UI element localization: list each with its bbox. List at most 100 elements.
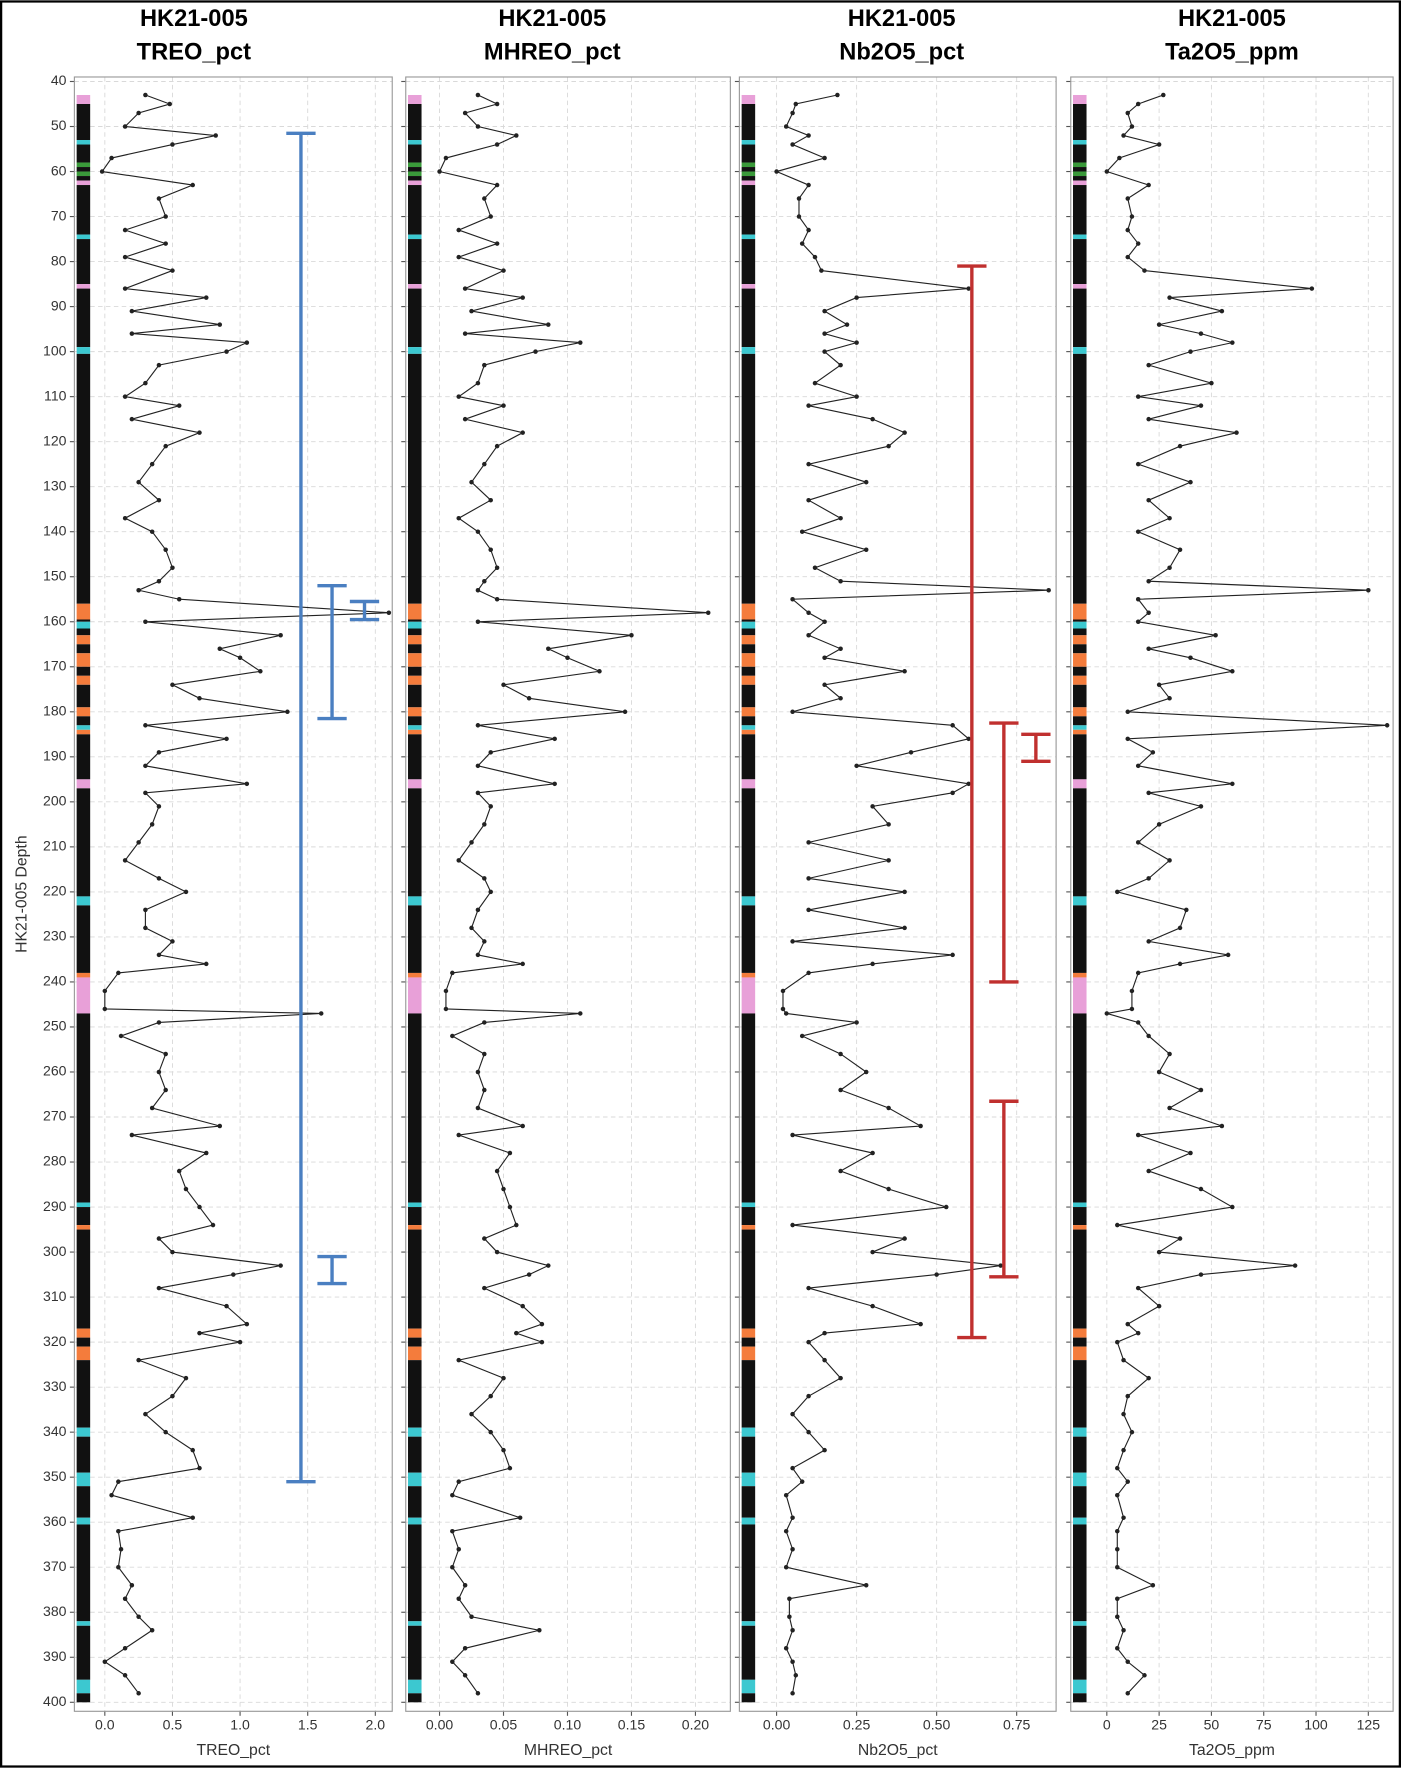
data-point: [456, 1132, 461, 1138]
data-point: [838, 362, 843, 368]
x-axis-label: Nb2O5_pct: [858, 1742, 938, 1759]
lithology-segment: [1073, 1229, 1087, 1329]
data-point: [156, 1069, 162, 1075]
lithology-segment: [1073, 176, 1087, 181]
data-point: [1146, 182, 1151, 188]
lithology-segment: [1073, 1427, 1087, 1437]
data-point: [1129, 988, 1135, 994]
data-point: [183, 1375, 189, 1381]
data-point: [526, 1272, 532, 1277]
data-point: [1167, 858, 1172, 863]
lithology-segment: [76, 1229, 91, 1329]
lithology-segment: [76, 1337, 91, 1347]
data-point: [1146, 1033, 1151, 1039]
data-point: [806, 403, 811, 408]
data-point: [176, 596, 182, 602]
data-point: [163, 443, 168, 449]
data-point: [1146, 939, 1151, 944]
interval: [957, 264, 987, 1340]
data-point: [494, 182, 500, 188]
data-point: [870, 1150, 875, 1156]
lithology-segment: [76, 104, 91, 141]
lithology-segment: [408, 1328, 422, 1338]
data-point: [1125, 736, 1130, 742]
lithology-segment: [76, 288, 91, 348]
lithology-segment: [741, 1427, 756, 1437]
plot-frame: [1070, 76, 1394, 1712]
lithology-segment: [408, 788, 422, 897]
lithology-segment: [741, 239, 756, 285]
chart-subtitle: Ta2O5_ppm: [1165, 40, 1299, 66]
lithology-segment: [1073, 1679, 1087, 1694]
lithology-segment: [76, 653, 91, 667]
y-axis-label: HK21-005 Depth: [14, 835, 31, 952]
plot-frame: [73, 76, 393, 1712]
data-point: [793, 101, 799, 107]
data-point: [475, 952, 481, 958]
lithology-segment: [741, 1337, 756, 1347]
lithology-segment: [76, 1693, 91, 1703]
data-point: [456, 1596, 461, 1601]
y-tick-label: 320: [43, 1333, 67, 1349]
data-point: [1135, 1285, 1141, 1291]
data-point: [520, 1123, 525, 1129]
data-point: [822, 1447, 827, 1453]
data-point: [143, 723, 148, 728]
data-point: [1125, 110, 1130, 116]
data-point: [1198, 804, 1204, 809]
lithology-segment: [741, 1207, 756, 1226]
lithology-segment: [408, 347, 422, 354]
data-point: [783, 1528, 789, 1534]
data-point: [822, 1330, 827, 1336]
data-point: [799, 1033, 805, 1039]
lithology-segment: [408, 666, 422, 676]
lithology-segment: [76, 171, 91, 177]
lithology-segment: [1073, 1472, 1087, 1487]
data-point: [244, 781, 250, 787]
lithology-segment: [408, 1679, 422, 1694]
data-point: [908, 750, 914, 755]
lithology-segment: [408, 1427, 422, 1437]
data-point: [122, 227, 128, 233]
lithology-segment: [741, 653, 756, 667]
data-point: [1135, 461, 1141, 467]
data-point: [116, 970, 121, 976]
data-point: [156, 952, 162, 958]
data-point: [456, 254, 461, 260]
data-point: [1129, 214, 1135, 219]
plot-frame: [405, 76, 731, 1712]
lithology-segment: [741, 972, 756, 978]
data-point: [822, 308, 827, 314]
data-point: [462, 416, 468, 422]
lithology-segment: [1073, 905, 1087, 973]
y-tick-label: 290: [43, 1198, 67, 1214]
data-point: [799, 529, 805, 534]
data-point: [482, 939, 487, 944]
lithology-segment: [76, 176, 91, 181]
data-point: [450, 1528, 455, 1534]
lithology-segment: [76, 162, 91, 168]
data-point: [1146, 578, 1151, 584]
data-point: [501, 682, 506, 688]
lithology-segment: [76, 716, 91, 726]
data-point: [482, 578, 487, 584]
interval: [317, 584, 347, 721]
data-point: [156, 1285, 162, 1291]
lithology-segment: [408, 1486, 422, 1518]
lithology-segment: [408, 716, 422, 726]
data-point: [475, 907, 481, 913]
x-tick-label: 50: [1204, 1717, 1220, 1733]
lithology-segment: [408, 653, 422, 667]
lithology-segment: [741, 1517, 756, 1525]
data-point: [217, 1123, 223, 1129]
y-tick-label: 150: [43, 567, 67, 583]
lithology-segment: [741, 779, 756, 789]
data-point: [819, 268, 824, 273]
lithology-segment: [408, 905, 422, 973]
data-point: [488, 804, 493, 809]
data-point: [437, 169, 442, 174]
data-point: [475, 529, 481, 534]
lithology-segment: [1073, 144, 1087, 163]
data-point: [539, 1321, 545, 1327]
lithology-segment: [408, 144, 422, 163]
